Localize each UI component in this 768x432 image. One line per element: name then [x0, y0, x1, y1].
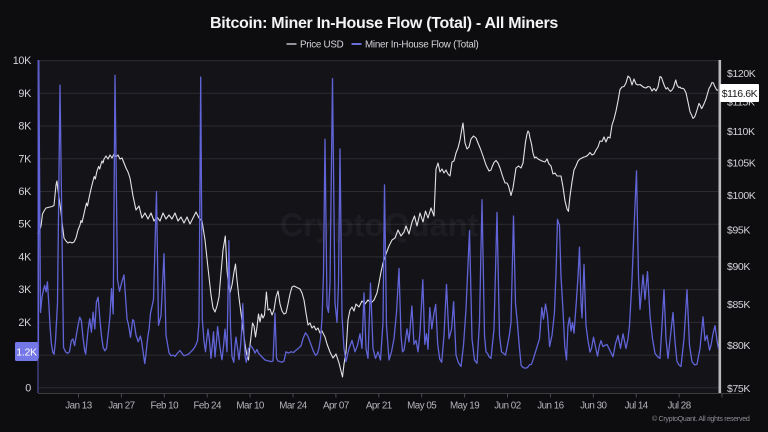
svg-text:Jul 14: Jul 14 [625, 401, 649, 412]
svg-text:$80K: $80K [727, 340, 750, 352]
svg-text:Feb 24: Feb 24 [193, 401, 222, 412]
svg-text:Mar 24: Mar 24 [279, 401, 308, 412]
svg-text:Feb 10: Feb 10 [151, 401, 180, 412]
svg-text:$100K: $100K [727, 190, 756, 202]
svg-text:$75K: $75K [727, 383, 750, 395]
svg-text:© CryptoQuant. All rights rese: © CryptoQuant. All rights reserved [652, 415, 750, 423]
svg-text:Price USD: Price USD [300, 40, 344, 51]
svg-text:Jun 16: Jun 16 [537, 401, 564, 412]
svg-text:$85K: $85K [727, 299, 750, 311]
svg-text:5K: 5K [18, 219, 32, 231]
svg-text:4K: 4K [18, 251, 32, 263]
svg-text:6K: 6K [18, 186, 32, 198]
svg-text:1.2K: 1.2K [16, 347, 37, 359]
svg-text:0: 0 [25, 382, 31, 394]
svg-text:Apr 21: Apr 21 [366, 401, 392, 412]
svg-text:Jul 28: Jul 28 [668, 401, 692, 412]
svg-text:Mar 10: Mar 10 [236, 401, 265, 412]
svg-text:May 05: May 05 [407, 401, 437, 412]
svg-text:Jun 02: Jun 02 [494, 401, 520, 412]
svg-text:Miner In-House Flow (Total): Miner In-House Flow (Total) [365, 40, 479, 51]
svg-text:CryptoQuant: CryptoQuant [280, 207, 479, 243]
svg-text:8K: 8K [18, 121, 32, 133]
svg-text:Bitcoin: Miner In-House Flow (: Bitcoin: Miner In-House Flow (Total) - A… [210, 15, 558, 32]
svg-text:9K: 9K [18, 88, 32, 100]
svg-text:$105K: $105K [727, 157, 756, 169]
svg-text:Apr 07: Apr 07 [323, 401, 349, 412]
svg-text:Jun 30: Jun 30 [580, 401, 607, 412]
svg-text:7K: 7K [18, 153, 32, 165]
svg-text:$90K: $90K [727, 261, 750, 273]
svg-text:May 19: May 19 [450, 401, 479, 412]
svg-text:$110K: $110K [727, 126, 755, 138]
svg-text:$116.6K: $116.6K [722, 88, 758, 100]
svg-text:2K: 2K [18, 317, 32, 329]
svg-text:Jan 27: Jan 27 [108, 401, 134, 412]
svg-text:10K: 10K [13, 55, 32, 67]
svg-text:3K: 3K [18, 284, 32, 296]
svg-text:$120K: $120K [727, 68, 756, 80]
svg-text:Jan 13: Jan 13 [65, 401, 92, 412]
svg-text:$95K: $95K [727, 225, 750, 237]
